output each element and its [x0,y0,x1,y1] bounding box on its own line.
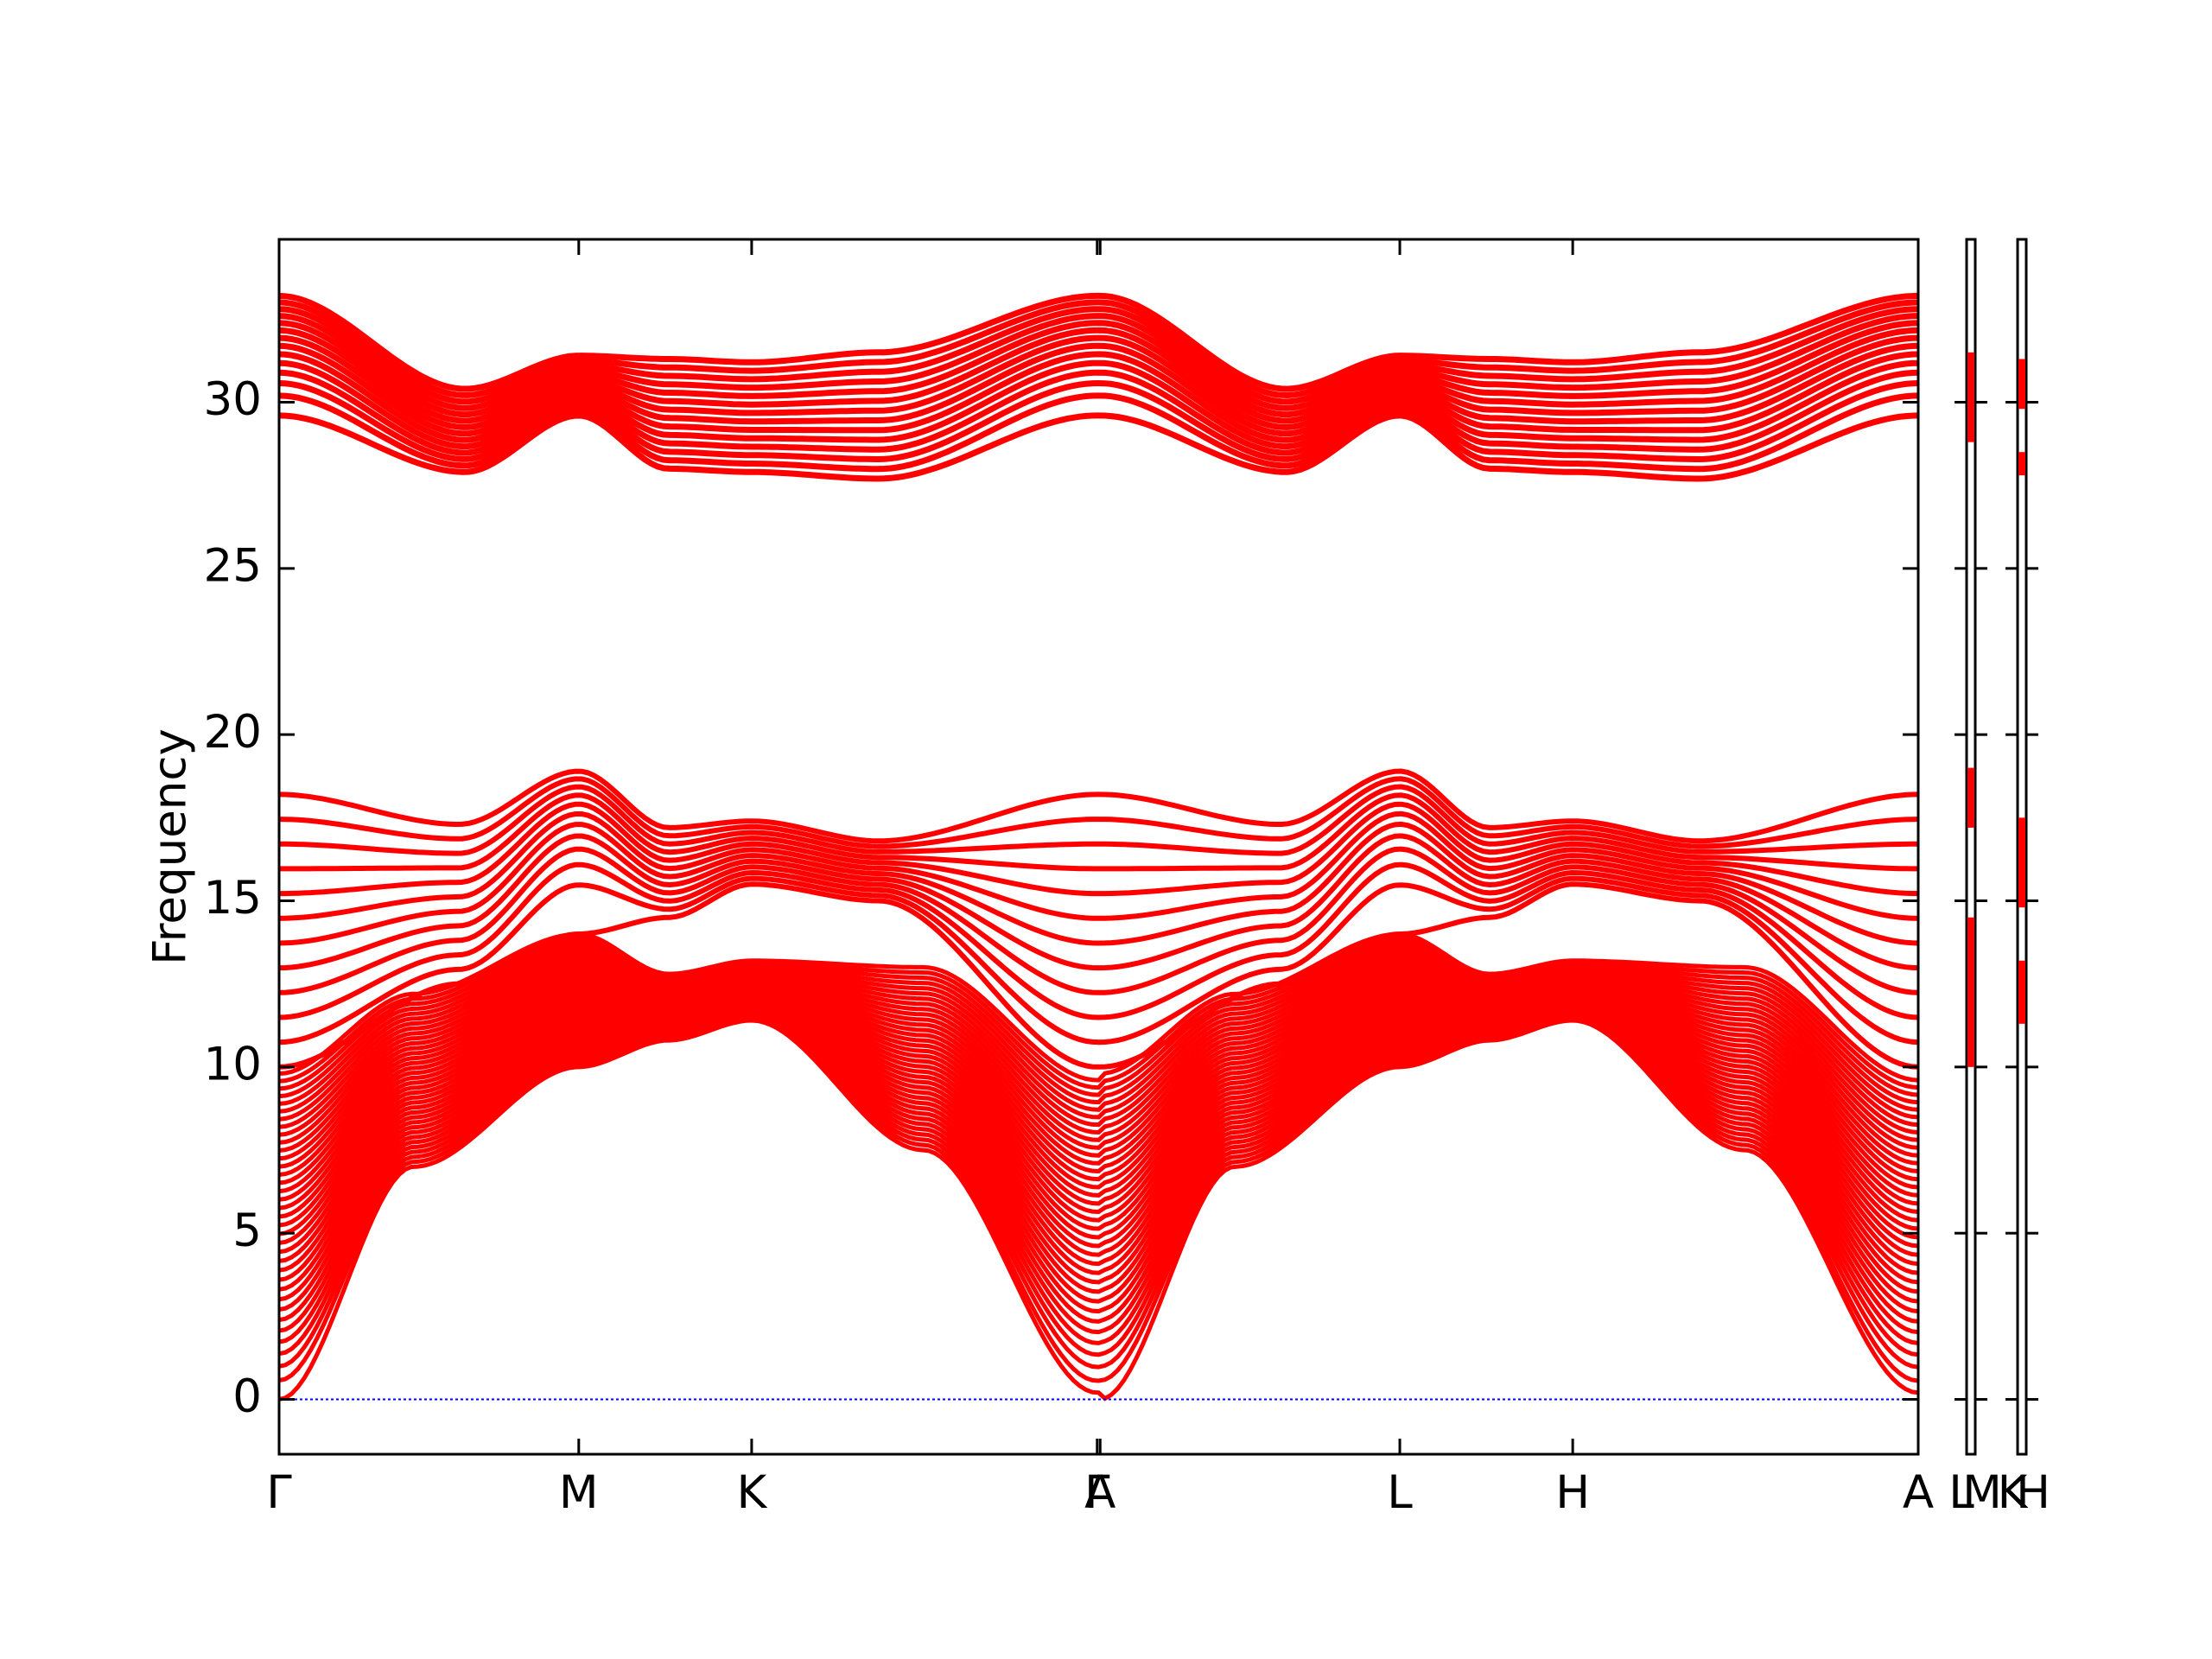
side-panel-label: H [2016,1466,2050,1519]
band-line-acoustic [279,988,1918,1223]
x-tick-label: Γ [1084,1466,1110,1519]
band-line-acoustic [279,1011,1918,1345]
side-panel-band [2018,817,2025,908]
band-line-acoustic [279,931,1918,1083]
band-line-acoustic [279,954,1918,1128]
y-tick-label: 30 [204,373,262,426]
band-line-acoustic [279,983,1918,1198]
band-line-acoustic [279,958,1918,1135]
band-line-optical [279,792,1918,872]
band-line-acoustic [279,995,1918,1257]
band-line-optical [279,768,1918,844]
x-tick-label: A [1084,1466,1116,1519]
band-line-acoustic [279,947,1918,1112]
side-panel-band [2018,960,2025,1024]
band-line-high [279,313,1918,411]
band-line-acoustic [279,987,1918,1215]
x-tick-label: A [1903,1466,1934,1519]
band-line-acoustic [279,935,1918,1090]
y-tick-label: 10 [204,1038,262,1090]
band-line-acoustic [279,962,1918,1142]
side-panel-band [1967,352,1974,442]
y-tick-label: 0 [232,1370,262,1423]
band-line-high [279,320,1918,418]
band-line-acoustic [279,990,1918,1231]
band-line-acoustic [279,982,1918,1190]
band-line-acoustic [279,943,1918,1105]
band-line-acoustic [279,992,1918,1240]
band-line-acoustic [279,1013,1918,1357]
band-line-acoustic [279,973,1918,1166]
band-line-acoustic [279,950,1918,1120]
side-panel-label: L [1948,1466,1974,1519]
x-tick-label: Γ [266,1466,292,1519]
band-line-high [279,299,1918,399]
band-line-high [279,292,1918,392]
band-line-acoustic [279,980,1918,1182]
y-tick-label: 5 [232,1205,262,1257]
side-panel-band [2018,359,2025,410]
band-line-acoustic [279,1001,1918,1285]
band-line-high [279,359,1918,450]
side-panel-band [1967,767,1974,828]
band-line-optical [279,801,1918,897]
band-lines [279,292,1918,1402]
x-tick-label: M [559,1466,599,1519]
x-tick-label: K [737,1466,768,1519]
band-line-high [279,334,1918,431]
band-line-optical [279,861,1918,1020]
y-tick-label: 20 [204,706,262,759]
band-line-optical [279,776,1918,849]
band-line-acoustic [279,1007,1918,1324]
band-line-acoustic [279,966,1918,1150]
band-line-high [279,412,1918,482]
band-line-high [279,369,1918,456]
band-line-optical [279,784,1918,856]
band-line-acoustic [279,985,1918,1206]
band-line-acoustic [279,997,1918,1267]
band-line-high [279,379,1918,463]
y-tick-label: 25 [204,539,262,592]
band-line-acoustic [279,1002,1918,1294]
side-panel-frame [1965,238,1977,1456]
band-line-acoustic [279,1004,1918,1304]
band-line-acoustic [279,994,1918,1249]
y-tick-label: 15 [204,872,262,925]
band-line-acoustic [279,977,1918,1174]
band-line-optical [279,833,1918,971]
band-line-high [279,306,1918,405]
band-line-optical [279,810,1918,921]
band-line-high [279,392,1918,473]
side-panel-band [1967,917,1974,1067]
x-tick-label: H [1555,1466,1590,1519]
band-line-acoustic [279,999,1918,1275]
side-panel-band [2018,452,2025,476]
band-line-high [279,327,1918,424]
band-line-optical [279,846,1918,995]
band-line-high [279,351,1918,443]
band-line-optical [279,821,1918,946]
band-line-high [279,342,1918,437]
side-panel-label: K [1998,1466,2029,1519]
x-tick-label: L [1387,1466,1413,1519]
side-panel-label: M [1962,1466,2002,1519]
band-line-optical [279,875,1918,1046]
main-plot-frame [277,238,1920,1456]
band-line-acoustic [279,1009,1918,1335]
y-axis-label: Frequency [144,728,197,965]
band-line-acoustic [279,1006,1918,1314]
band-line-acoustic [279,969,1918,1158]
band-line-acoustic [279,939,1918,1097]
side-panel-frame [2016,238,2028,1456]
